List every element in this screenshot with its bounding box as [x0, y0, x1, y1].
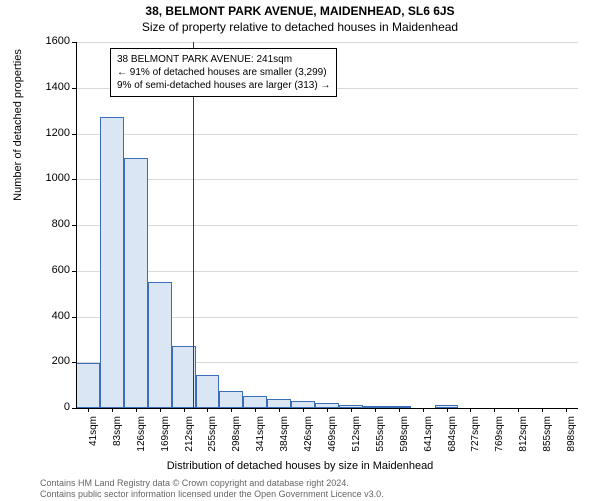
- x-tick-label: 727sqm: [470, 416, 481, 466]
- y-tick-mark: [72, 317, 76, 318]
- x-tick-label: 41sqm: [88, 416, 99, 466]
- x-tick-label: 898sqm: [566, 416, 577, 466]
- histogram-bar: [172, 346, 196, 408]
- annotation-box: 38 BELMONT PARK AVENUE: 241sqm← 91% of d…: [110, 48, 337, 97]
- x-tick-mark: [470, 408, 471, 412]
- x-tick-label: 126sqm: [136, 416, 147, 466]
- x-tick-label: 298sqm: [231, 416, 242, 466]
- x-tick-label: 169sqm: [160, 416, 171, 466]
- histogram-bar: [196, 375, 220, 408]
- y-tick-mark: [72, 88, 76, 89]
- x-tick-mark: [447, 408, 448, 412]
- x-tick-mark: [184, 408, 185, 412]
- x-tick-mark: [231, 408, 232, 412]
- x-tick-label: 684sqm: [447, 416, 458, 466]
- histogram-bar: [148, 282, 172, 408]
- chart-container: 38, BELMONT PARK AVENUE, MAIDENHEAD, SL6…: [0, 0, 600, 500]
- y-tick-mark: [72, 134, 76, 135]
- y-tick-label: 200: [30, 355, 70, 367]
- x-tick-label: 83sqm: [112, 416, 123, 466]
- x-tick-mark: [207, 408, 208, 412]
- y-tick-label: 0: [30, 401, 70, 413]
- x-tick-label: 341sqm: [255, 416, 266, 466]
- y-tick-mark: [72, 271, 76, 272]
- annotation-line3: 9% of semi-detached houses are larger (3…: [117, 79, 330, 92]
- histogram-bar: [100, 117, 124, 408]
- chart-subtitle: Size of property relative to detached ho…: [0, 20, 600, 34]
- x-tick-mark: [494, 408, 495, 412]
- x-tick-label: 641sqm: [423, 416, 434, 466]
- grid-line: [76, 179, 578, 180]
- histogram-bar: [291, 401, 315, 408]
- x-tick-label: 469sqm: [327, 416, 338, 466]
- y-tick-label: 600: [30, 264, 70, 276]
- x-tick-label: 212sqm: [184, 416, 195, 466]
- x-tick-label: 598sqm: [399, 416, 410, 466]
- y-tick-label: 1600: [30, 35, 70, 47]
- histogram-bar: [124, 158, 148, 408]
- grid-line: [76, 225, 578, 226]
- y-tick-label: 1200: [30, 127, 70, 139]
- y-tick-label: 1400: [30, 81, 70, 93]
- x-tick-label: 555sqm: [375, 416, 386, 466]
- y-tick-mark: [72, 225, 76, 226]
- x-tick-label: 769sqm: [494, 416, 505, 466]
- histogram-bar: [243, 396, 267, 408]
- x-tick-label: 512sqm: [351, 416, 362, 466]
- x-tick-mark: [303, 408, 304, 412]
- x-tick-label: 255sqm: [207, 416, 218, 466]
- histogram-bar: [219, 391, 243, 408]
- chart-title-address: 38, BELMONT PARK AVENUE, MAIDENHEAD, SL6…: [0, 4, 600, 18]
- grid-line: [76, 271, 578, 272]
- histogram-bar: [267, 399, 291, 408]
- footnote-line2: Contains public sector information licen…: [40, 489, 384, 501]
- x-tick-mark: [255, 408, 256, 412]
- grid-line: [76, 42, 578, 43]
- histogram-bar: [76, 363, 100, 408]
- annotation-line1: 38 BELMONT PARK AVENUE: 241sqm: [117, 53, 330, 66]
- annotation-line2: ← 91% of detached houses are smaller (3,…: [117, 66, 330, 79]
- x-tick-mark: [327, 408, 328, 412]
- x-tick-label: 812sqm: [518, 416, 529, 466]
- footnote-line1: Contains HM Land Registry data © Crown c…: [40, 478, 349, 490]
- y-tick-mark: [72, 179, 76, 180]
- x-tick-mark: [136, 408, 137, 412]
- y-tick-mark: [72, 362, 76, 363]
- x-tick-mark: [160, 408, 161, 412]
- x-tick-mark: [542, 408, 543, 412]
- x-tick-mark: [518, 408, 519, 412]
- x-tick-mark: [375, 408, 376, 412]
- x-tick-label: 855sqm: [542, 416, 553, 466]
- x-tick-mark: [423, 408, 424, 412]
- x-tick-mark: [566, 408, 567, 412]
- y-axis-line: [76, 42, 77, 408]
- x-tick-mark: [112, 408, 113, 412]
- grid-line: [76, 134, 578, 135]
- y-tick-mark: [72, 42, 76, 43]
- x-tick-mark: [279, 408, 280, 412]
- x-tick-label: 426sqm: [303, 416, 314, 466]
- y-axis-label: Number of detached properties: [12, 25, 24, 225]
- x-tick-mark: [351, 408, 352, 412]
- y-tick-label: 800: [30, 218, 70, 230]
- y-tick-mark: [72, 408, 76, 409]
- x-tick-mark: [399, 408, 400, 412]
- x-tick-mark: [88, 408, 89, 412]
- x-tick-label: 384sqm: [279, 416, 290, 466]
- y-tick-label: 400: [30, 310, 70, 322]
- y-tick-label: 1000: [30, 172, 70, 184]
